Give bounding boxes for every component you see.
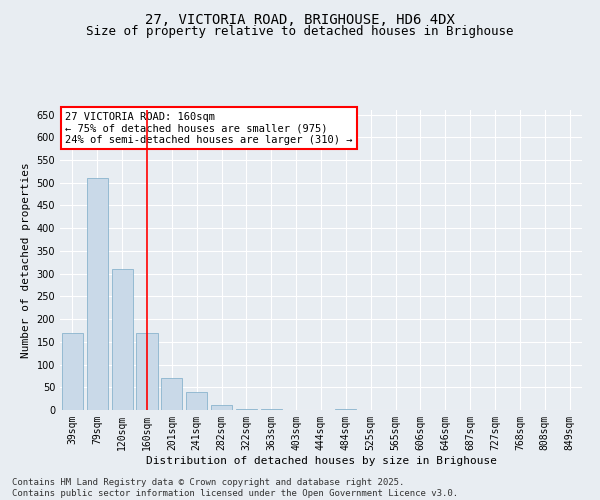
X-axis label: Distribution of detached houses by size in Brighouse: Distribution of detached houses by size … <box>146 456 497 466</box>
Bar <box>335 409 356 410</box>
Text: Contains HM Land Registry data © Crown copyright and database right 2025.
Contai: Contains HM Land Registry data © Crown c… <box>12 478 458 498</box>
Bar <box>236 408 257 410</box>
Bar <box>112 269 133 410</box>
Text: 27, VICTORIA ROAD, BRIGHOUSE, HD6 4DX: 27, VICTORIA ROAD, BRIGHOUSE, HD6 4DX <box>145 12 455 26</box>
Bar <box>161 378 182 410</box>
Text: 27 VICTORIA ROAD: 160sqm
← 75% of detached houses are smaller (975)
24% of semi-: 27 VICTORIA ROAD: 160sqm ← 75% of detach… <box>65 112 353 144</box>
Y-axis label: Number of detached properties: Number of detached properties <box>21 162 31 358</box>
Bar <box>136 332 158 410</box>
Bar <box>261 409 282 410</box>
Text: Size of property relative to detached houses in Brighouse: Size of property relative to detached ho… <box>86 25 514 38</box>
Bar <box>87 178 108 410</box>
Bar <box>62 332 83 410</box>
Bar <box>211 406 232 410</box>
Bar <box>186 392 207 410</box>
